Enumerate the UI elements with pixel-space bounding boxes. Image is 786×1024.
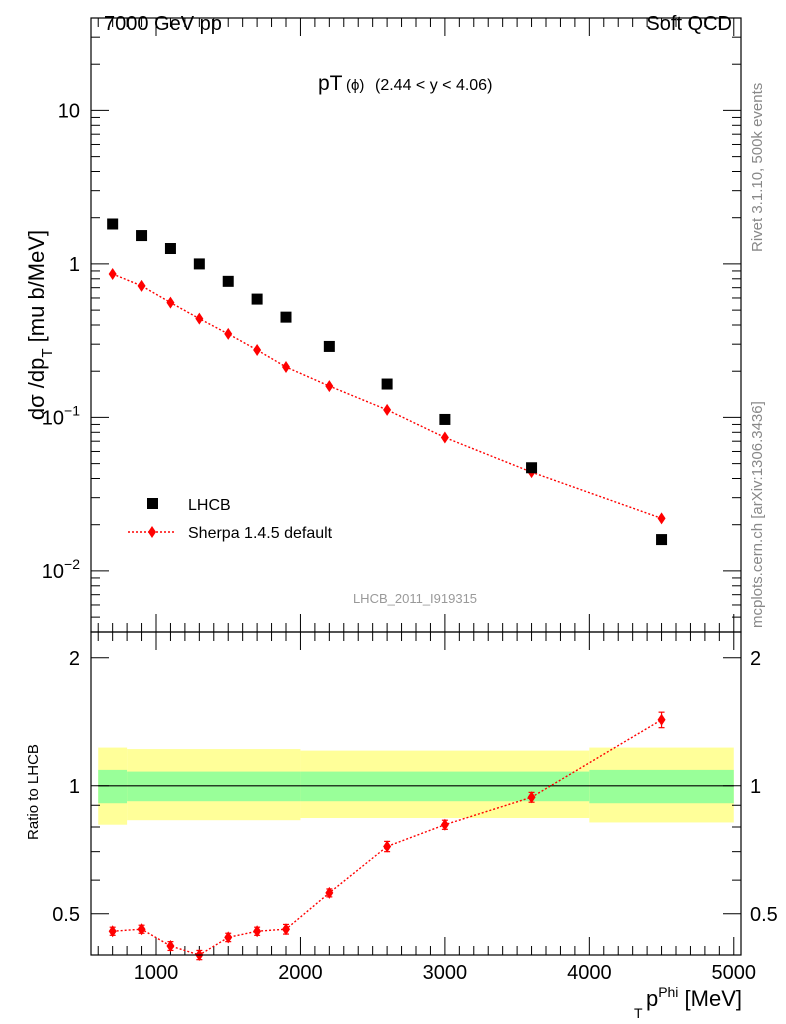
ratio-panel-frame	[90, 631, 742, 956]
header-energy-label: 7000 GeV pp	[104, 13, 222, 35]
sherpa-ratio-point	[440, 818, 449, 831]
sherpa-point	[657, 512, 666, 525]
main-y-tick-label-base: 10	[58, 100, 80, 122]
main-y-axis-label-a: dσ /dp	[24, 358, 49, 421]
sherpa-ratio-point	[137, 923, 146, 936]
sherpa-ratio-point	[527, 791, 536, 804]
plot-title: pT (ϕ) (2.44 < y < 4.06)	[318, 72, 492, 95]
lhcb-point	[136, 230, 148, 242]
main-y-tick-label-base: 10	[42, 407, 64, 429]
legend-sherpa-marker	[148, 526, 156, 538]
legend: LHCB Sherpa 1.4.5 default	[128, 497, 333, 542]
main-y-tick-label-exponent: −1	[64, 402, 80, 418]
sherpa-point	[137, 279, 146, 292]
rivet-version-label: Rivet 3.1.10, 500k events	[749, 83, 766, 252]
sherpa-line-main	[112, 273, 662, 520]
main-y-tick-label: 10−2	[42, 556, 80, 583]
x-axis-label-p: p	[646, 986, 658, 1011]
sherpa-point	[282, 361, 290, 374]
lhcb-point	[251, 293, 263, 305]
sherpa-line-ratio	[112, 719, 662, 956]
lhcb-point	[381, 378, 393, 390]
ratio-y-tick-label-right: 2	[750, 648, 761, 670]
analysis-id-label: LHCB_2011_I919315	[353, 591, 477, 606]
x-axis-label-rest: [MeV]	[678, 986, 742, 1011]
main-y-axis-label-sub: T	[39, 348, 56, 357]
main-y-tick-label: 10−1	[42, 402, 80, 429]
ratio-x-tick-label: 3000	[423, 962, 468, 984]
sherpa-point	[253, 343, 262, 356]
main-y-tick-label: 1	[69, 254, 80, 276]
plot-title-phi: (ϕ)	[346, 77, 364, 94]
sherpa-point	[108, 267, 117, 280]
sherpa-ratio-point	[224, 931, 233, 944]
x-axis-label-sup: Phi	[658, 984, 678, 1000]
ratio-y-tick-label-left: 1	[69, 776, 80, 798]
plot-title-range: (2.44 < y < 4.06)	[375, 77, 492, 94]
mcplots-source-label: mcplots.cern.ch [arXiv:1306.3436]	[749, 401, 766, 628]
ratio-x-tick-label: 4000	[567, 962, 612, 984]
lhcb-point	[107, 218, 119, 230]
main-y-axis-label: dσ /dpT [mu b/MeV]	[24, 230, 56, 420]
sherpa-points-ratio	[108, 711, 666, 961]
lhcb-point	[280, 311, 292, 323]
ratio-inner-band	[589, 769, 734, 804]
main-y-tick-label: 10	[58, 100, 80, 122]
ratio-y-axis-label: Ratio to LHCB	[25, 744, 42, 840]
lhcb-point	[164, 243, 176, 255]
ratio-x-tick-label: 1000	[134, 962, 179, 984]
ratio-uncertainty-bands	[98, 747, 734, 825]
legend-lhcb-marker	[147, 498, 158, 509]
ratio-x-tick-label: 5000	[712, 962, 757, 984]
lhcb-point	[526, 462, 538, 474]
sherpa-ratio-point	[325, 886, 334, 899]
sherpa-point	[224, 327, 233, 340]
main-y-tick-label-base: 10	[42, 561, 64, 583]
ratio-axis-ticks	[91, 632, 741, 956]
sherpa-line	[112, 273, 662, 520]
ratio-inner-band	[98, 769, 128, 804]
ratio-y-tick-label-left: 0.5	[52, 904, 80, 926]
main-y-axis-label-b: [mu b/MeV]	[24, 230, 49, 349]
ratio-x-tick-labels: 1000 2000 3000 4000 5000	[134, 962, 756, 984]
x-axis-label-sub: T	[634, 1005, 643, 1021]
main-y-tick-label-base: 1	[69, 254, 80, 276]
lhcb-points-main	[107, 218, 668, 546]
ratio-panel: 2 2 1 1 0.5 0.5 1000 2000 3000 4000 5000 Ratio to…	[25, 631, 778, 1021]
x-axis-label: pPhi [MeV]	[646, 984, 742, 1011]
sherpa-ratio-point	[108, 925, 117, 938]
lhcb-point	[193, 258, 205, 270]
lhcb-point	[323, 340, 335, 352]
lhcb-point	[656, 534, 668, 546]
sherpa-point	[166, 296, 175, 309]
ratio-y-tick-label-right: 0.5	[750, 904, 778, 926]
sherpa-ratio-point	[383, 840, 392, 853]
sherpa-ratio-point	[657, 713, 666, 726]
plot-title-main: pT	[318, 72, 343, 95]
lhcb-point	[222, 275, 234, 287]
sherpa-ratio-line	[112, 719, 662, 956]
legend-sherpa-label: Sherpa 1.4.5 default	[188, 525, 333, 542]
sherpa-ratio-point	[282, 923, 290, 936]
ratio-x-tick-label: 2000	[278, 962, 323, 984]
lhcb-point	[439, 413, 451, 425]
legend-lhcb-label: LHCB	[188, 497, 231, 514]
ratio-y-tick-label-right: 1	[750, 776, 761, 798]
sherpa-point	[325, 380, 334, 393]
sherpa-points-main	[108, 267, 666, 525]
sherpa-ratio-point	[253, 925, 262, 938]
sherpa-point	[383, 403, 392, 416]
sherpa-ratio-point	[166, 939, 175, 952]
ratio-y-tick-labels: 2 2 1 1 0.5 0.5	[52, 648, 778, 926]
sherpa-point	[195, 312, 204, 325]
ratio-y-tick-label-left: 2	[69, 648, 80, 670]
main-y-tick-label-exponent: −2	[64, 556, 80, 572]
sherpa-point	[440, 431, 449, 444]
